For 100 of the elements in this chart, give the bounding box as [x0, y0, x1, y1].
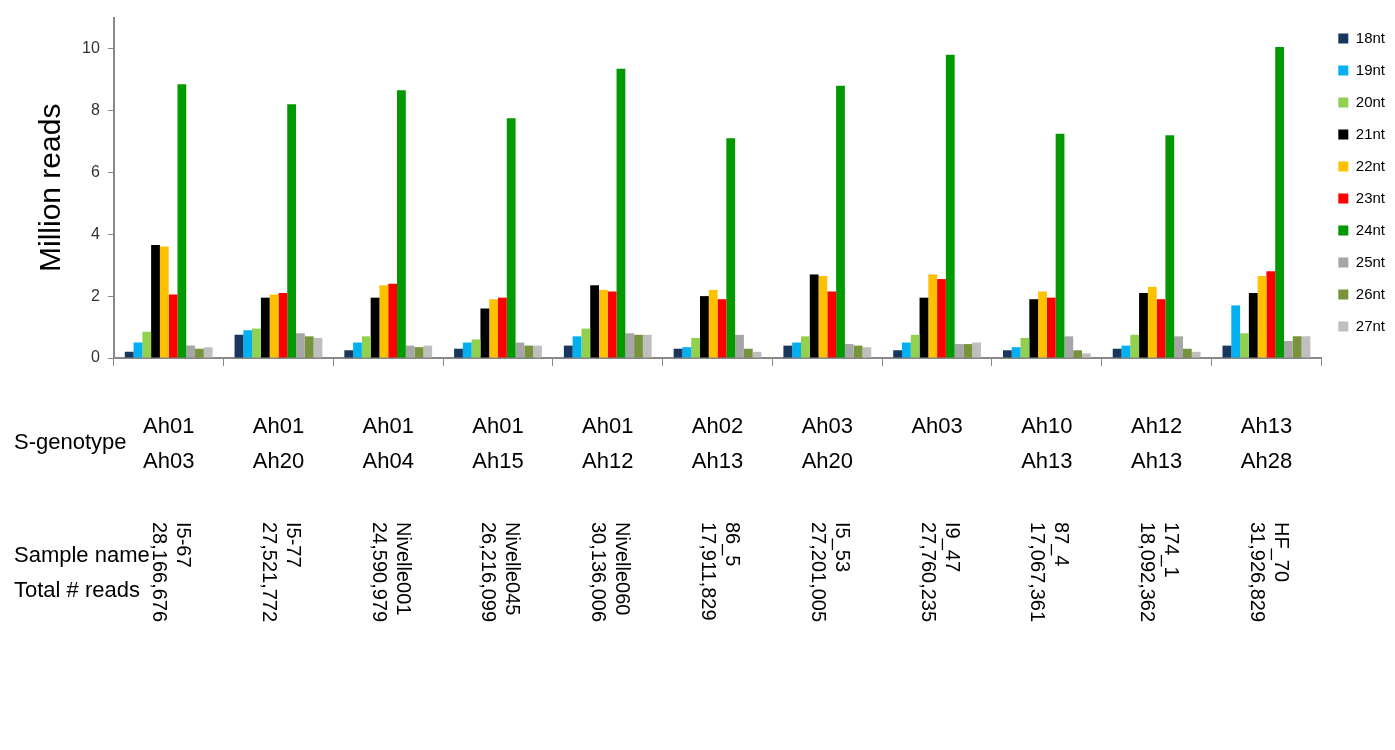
- bar: [423, 345, 433, 358]
- bar: [388, 283, 398, 358]
- legend-label: 19nt: [1355, 60, 1386, 78]
- text: 18,092,362: [1137, 522, 1160, 623]
- text: 24,590,979: [368, 522, 391, 623]
- text: 27,521,772: [258, 522, 281, 623]
- bar: [581, 328, 591, 358]
- text: 27,201,005: [807, 522, 830, 623]
- bar: [616, 68, 626, 358]
- x-tick-label: Ah10 Ah13: [1021, 412, 1073, 473]
- bar: [1029, 299, 1039, 358]
- bar: [1046, 297, 1056, 358]
- bar: [1165, 135, 1175, 358]
- bar: [414, 347, 424, 358]
- bar: [1257, 276, 1267, 358]
- bar: [682, 347, 692, 358]
- bar: [1266, 271, 1276, 358]
- x-tick-label: Ah01 Ah15: [472, 412, 524, 473]
- bar: [963, 344, 973, 358]
- bar: [353, 342, 362, 358]
- bar: [1292, 336, 1302, 358]
- bar: [735, 334, 744, 358]
- bar: [1248, 293, 1258, 358]
- bar: [515, 342, 525, 358]
- bar: [1147, 286, 1157, 358]
- bar: [252, 328, 261, 358]
- bar: [203, 347, 213, 358]
- bar: [151, 245, 160, 358]
- y-axis-title: Million reads: [33, 103, 67, 272]
- bar: [800, 336, 810, 358]
- bar: [296, 333, 305, 358]
- text: I5-77: [282, 522, 305, 568]
- x-tick-label: Ah01 Ah03: [142, 412, 195, 473]
- text: 87_4: [1050, 522, 1074, 567]
- bar: [752, 351, 762, 358]
- bar: [361, 336, 371, 358]
- bar: [471, 339, 481, 358]
- bar: [1038, 291, 1047, 358]
- bar: [1283, 340, 1293, 358]
- bar: [945, 54, 955, 358]
- text: I5-67: [173, 522, 196, 568]
- text: 174_1: [1160, 522, 1184, 578]
- bar: [489, 299, 498, 358]
- text: 30,136,006: [588, 522, 611, 623]
- bar: [836, 85, 845, 358]
- bar: [1020, 337, 1030, 358]
- y-tick-label: 8: [90, 100, 100, 118]
- bar: [177, 84, 187, 358]
- x-tick-label: Ah13 Ah28: [1240, 412, 1293, 473]
- legend-label: 20nt: [1355, 92, 1386, 110]
- text: S-genotype: [14, 429, 127, 455]
- text: 28,166,676: [149, 522, 172, 623]
- bar: [524, 345, 534, 358]
- bar: [1174, 336, 1183, 358]
- bar: [634, 334, 643, 358]
- bar: [186, 345, 196, 358]
- bar: [480, 308, 490, 358]
- bar: [910, 334, 920, 358]
- bar: [1301, 336, 1311, 358]
- bar: [792, 342, 801, 358]
- text: I9_47: [940, 522, 964, 573]
- legend-label: 23nt: [1355, 188, 1386, 206]
- bar: [506, 118, 516, 358]
- x-tick-label: Ah03: [911, 412, 963, 438]
- text: 86_5: [721, 522, 745, 567]
- bar: [133, 342, 143, 358]
- bar: [1082, 353, 1091, 358]
- bar: [1156, 299, 1166, 358]
- bar: [901, 342, 911, 358]
- bar: [708, 289, 718, 358]
- bar: [1073, 350, 1082, 358]
- bar: [1130, 334, 1140, 358]
- legend-label: 27nt: [1355, 316, 1386, 334]
- bar: [370, 297, 380, 358]
- bar: [234, 334, 244, 358]
- bar: [243, 330, 253, 358]
- bar: [454, 348, 463, 358]
- bar: [287, 104, 297, 358]
- bar: [590, 285, 599, 358]
- y-tick-label: 2: [90, 286, 100, 304]
- bar: [818, 276, 828, 358]
- bar: [260, 297, 270, 358]
- bar: [313, 337, 323, 358]
- bar: [599, 289, 608, 358]
- text: 26,216,099: [478, 522, 501, 623]
- bar: [743, 348, 753, 358]
- bar: [893, 350, 902, 358]
- text: Total # reads: [14, 577, 140, 603]
- y-tick-label: 0: [90, 348, 100, 366]
- legend-label: 21nt: [1355, 124, 1386, 142]
- bar: [1275, 47, 1284, 358]
- bar: [809, 274, 819, 358]
- bar: [405, 345, 415, 358]
- bar: [726, 138, 736, 358]
- bar: [919, 297, 929, 358]
- x-tick-label: Ah02 Ah13: [691, 412, 744, 473]
- bar: [853, 345, 863, 358]
- x-tick-label: Ah03 Ah20: [801, 412, 854, 473]
- x-tick-label: Ah01 Ah04: [362, 412, 414, 473]
- y-tick-label: 10: [82, 38, 100, 56]
